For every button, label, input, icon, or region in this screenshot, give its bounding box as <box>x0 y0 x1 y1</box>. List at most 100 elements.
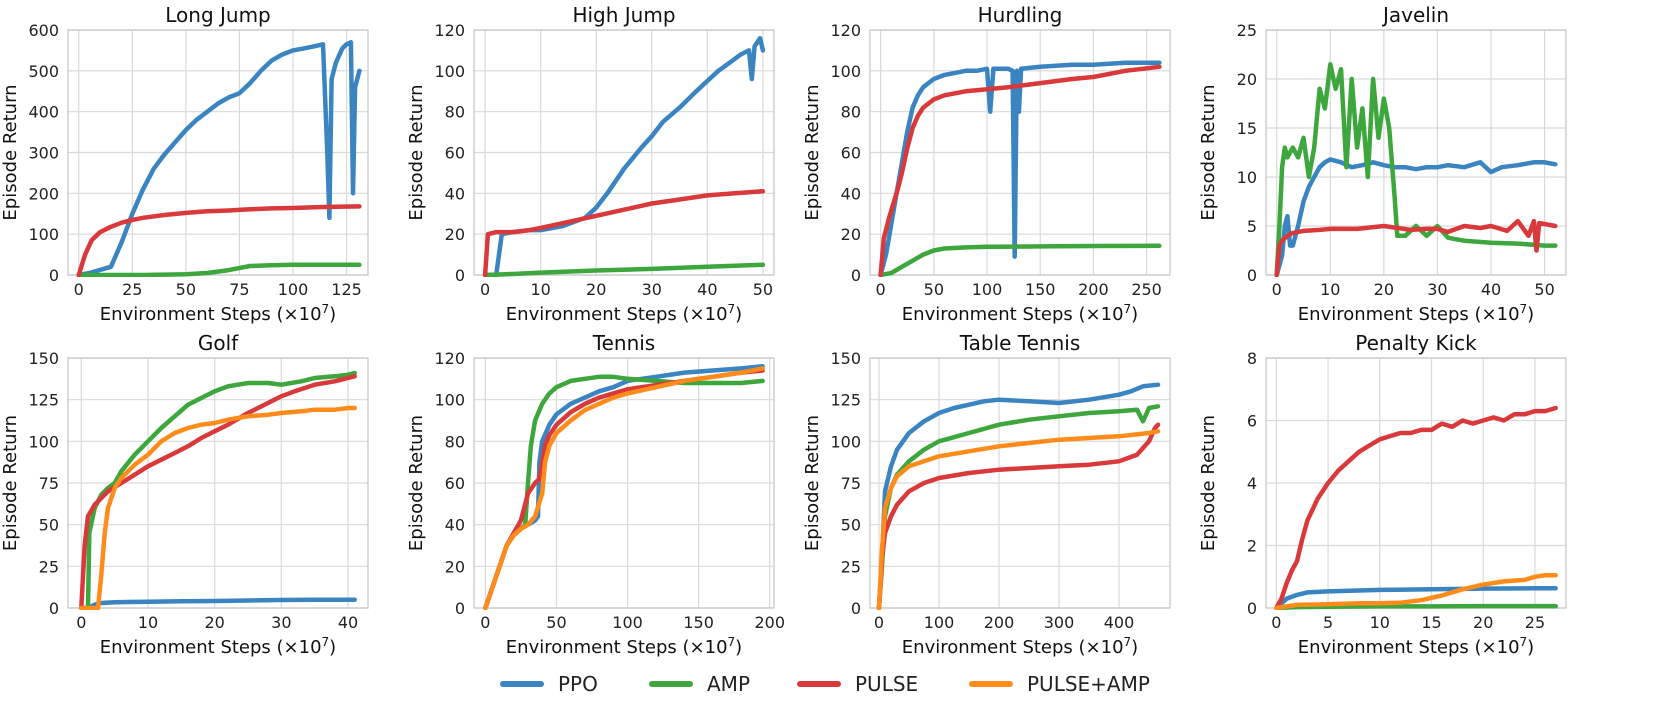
x-tick-label: 0 <box>74 280 84 299</box>
x-tick-label: 100 <box>612 613 643 632</box>
x-tick-label: 200 <box>984 613 1015 632</box>
panel-table-tennis-frame <box>869 357 1171 609</box>
y-tick-label: 25 <box>39 557 59 576</box>
panel-table-tennis: 0 100 200 300 400 0 25 50 75 100 125 150 Table Tenni… <box>802 331 1171 658</box>
y-tick-label: 400 <box>28 103 59 122</box>
y-tick-label: 5 <box>1247 217 1257 236</box>
y-tick-label: 50 <box>39 516 59 535</box>
legend-swatch-pulse-amp <box>969 681 1013 687</box>
panel-javelin-plot-area <box>1266 30 1566 275</box>
legend-swatch-amp <box>649 681 693 687</box>
legend-item-pulse: PULSE <box>797 668 918 700</box>
y-tick-label: 0 <box>455 599 465 618</box>
legend: PPO AMP PULSE PULSE+AMP <box>0 668 1660 700</box>
x-tick-label: 125 <box>331 280 362 299</box>
x-tick-label: 0 <box>876 280 886 299</box>
x-tick-label: 0 <box>480 280 490 299</box>
y-tick-label: 0 <box>851 599 861 618</box>
y-tick-label: 100 <box>28 225 59 244</box>
x-tick-label: 5 <box>1323 613 1333 632</box>
x-tick-label: 200 <box>1078 280 1109 299</box>
y-tick-label: 40 <box>445 184 465 203</box>
x-tick-label: 30 <box>642 280 662 299</box>
x-tick-label: 10 <box>1370 613 1390 632</box>
x-axis-label-close: ) <box>735 637 742 658</box>
panel-penalty-kick: 0 5 10 15 20 25 0 2 4 6 8 Penalty Kick Environment S… <box>1198 331 1567 658</box>
x-tick-label: 30 <box>271 613 291 632</box>
x-axis-label-exponent: 7 <box>728 635 736 649</box>
legend-label-pulse-amp: PULSE+AMP <box>1027 672 1150 696</box>
legend-item-ppo: PPO <box>500 668 598 700</box>
y-axis-label: Episode Return <box>1198 84 1219 220</box>
series-line-pulse <box>482 189 766 277</box>
panel-title: Golf <box>198 331 239 355</box>
x-tick-label: 0 <box>874 613 884 632</box>
x-tick-label: 0 <box>1272 280 1282 299</box>
y-tick-label: 600 <box>28 21 59 40</box>
legend-swatch-pulse <box>797 681 841 687</box>
x-axis-label-close: ) <box>329 304 336 325</box>
y-tick-label: 100 <box>434 391 465 410</box>
x-tick-label: 50 <box>753 280 773 299</box>
series-line-pulse <box>76 204 362 277</box>
series-line-pulse <box>876 422 1161 610</box>
panel-title: Tennis <box>592 331 655 355</box>
legend-label-pulse: PULSE <box>855 672 919 696</box>
y-tick-label: 20 <box>445 557 465 576</box>
x-axis-label: Environment Steps (×107) <box>100 302 336 325</box>
x-tick-label: 10 <box>530 280 550 299</box>
x-tick-label: 20 <box>204 613 224 632</box>
x-tick-label: 40 <box>338 613 358 632</box>
x-axis-label: Environment Steps (×107) <box>100 635 336 658</box>
x-tick-label: 50 <box>924 280 944 299</box>
series-line-pulse-amp <box>483 366 765 610</box>
series-line-pulse <box>79 374 357 610</box>
x-axis-label-close: ) <box>1527 304 1534 325</box>
y-tick-label: 120 <box>434 21 465 40</box>
x-tick-label: 50 <box>176 280 196 299</box>
y-tick-label: 2 <box>1247 537 1257 556</box>
y-tick-label: 60 <box>445 474 465 493</box>
panel-javelin-frame <box>1265 29 1567 276</box>
y-tick-label: 4 <box>1247 474 1257 493</box>
y-tick-label: 0 <box>1247 266 1257 285</box>
panel-high-jump: 0 10 20 30 40 50 0 20 40 60 80 100 120 High Jump Envir… <box>406 3 775 325</box>
x-tick-label: 10 <box>1320 280 1340 299</box>
y-tick-label: 75 <box>841 474 861 493</box>
series-line-pulse-amp <box>876 429 1161 610</box>
x-axis-label-exponent: 7 <box>1124 635 1132 649</box>
x-axis-label: Environment Steps (×107) <box>1298 635 1534 658</box>
panel-hurdling-frame <box>869 29 1171 276</box>
x-tick-label: 100 <box>972 280 1003 299</box>
y-axis-label: Episode Return <box>0 84 21 220</box>
x-axis-label-close: ) <box>1527 637 1534 658</box>
y-tick-label: 0 <box>1247 599 1257 618</box>
x-axis-label-exponent: 7 <box>728 302 736 316</box>
y-tick-label: 60 <box>841 144 861 163</box>
y-tick-label: 100 <box>830 62 861 81</box>
y-axis-label: Episode Return <box>406 415 427 551</box>
x-tick-label: 20 <box>1374 280 1394 299</box>
y-tick-label: 0 <box>49 266 59 285</box>
y-tick-label: 6 <box>1247 412 1257 431</box>
y-tick-label: 80 <box>841 103 861 122</box>
x-tick-label: 75 <box>229 280 249 299</box>
panel-tennis-frame <box>473 357 775 609</box>
x-tick-label: 20 <box>1473 613 1493 632</box>
legend-item-pulse-amp: PULSE+AMP <box>969 668 1150 700</box>
legend-label-ppo: PPO <box>558 672 598 696</box>
y-tick-label: 500 <box>28 62 59 81</box>
panel-long-jump-frame <box>67 29 369 276</box>
y-tick-label: 200 <box>28 184 59 203</box>
x-tick-label: 15 <box>1421 613 1441 632</box>
y-tick-label: 50 <box>841 516 861 535</box>
x-tick-label: 0 <box>480 613 490 632</box>
x-axis-label-exponent: 7 <box>1520 302 1528 316</box>
x-axis-label: Environment Steps (×107) <box>902 635 1138 658</box>
y-tick-label: 125 <box>830 391 861 410</box>
panel-javelin: 0 10 20 30 40 50 0 5 10 15 20 25 Javelin Environment … <box>1198 3 1567 325</box>
x-tick-label: 250 <box>1131 280 1162 299</box>
y-tick-label: 75 <box>39 474 59 493</box>
series-line-pulse <box>1274 405 1558 610</box>
